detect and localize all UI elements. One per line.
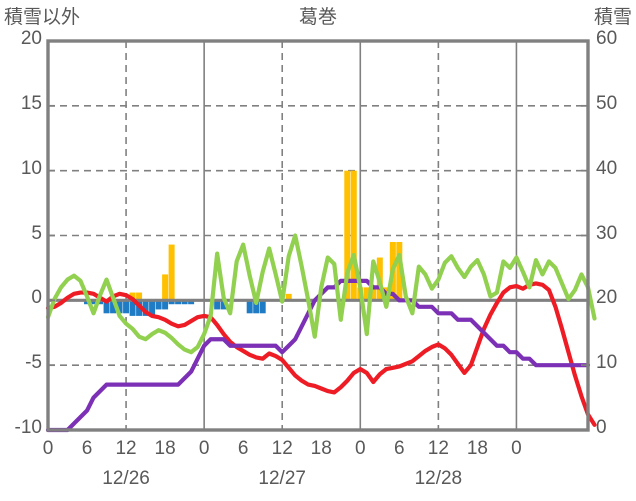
bar [97,300,104,305]
bar [350,170,357,301]
x-tick-label: 18 [154,438,176,459]
bar [285,293,292,301]
bar [162,274,169,301]
y-tick-label-left: -10 [14,417,42,438]
wind-line [45,233,597,355]
x-tick-label: 0 [42,438,54,459]
y-tick-label-left: 15 [20,92,42,114]
day-label: 12/27 [258,468,306,489]
y-tick-label-right: 10 [596,352,618,374]
bar [344,170,351,301]
bar [103,300,110,314]
bar [116,300,123,314]
bar [168,300,175,305]
x-tick-label: 12 [115,438,137,459]
y-tick-label-right: 50 [596,92,618,114]
bar [142,300,149,316]
bar [155,300,162,310]
snowfall-bars [84,300,266,316]
bar [90,300,97,305]
bar [188,300,195,305]
bar [136,292,143,301]
bar [110,300,117,314]
left-axis-title: 積雪以外 [4,7,81,28]
day-label: 12/28 [414,468,463,489]
bar [162,300,169,310]
bar [123,300,130,314]
bar [259,300,266,314]
x-tick-label: 12 [427,438,449,459]
y-tick-label-left: 20 [20,28,42,49]
x-tick-label: 6 [237,438,249,459]
y-tick-label-left: 5 [31,222,42,244]
bar [129,292,136,301]
y-tick-label-right: 40 [596,157,618,179]
bar [396,241,403,301]
bar [181,300,188,305]
x-tick-label: 18 [310,438,332,459]
bar [363,287,370,301]
bar [149,300,156,316]
x-tick-label: 0 [198,438,210,459]
bar [175,300,182,305]
y-tick-label-right: 30 [596,222,618,244]
y-tick-label-left: 0 [31,287,42,309]
y-tick-label-right: 0 [596,417,607,438]
bar [84,300,91,305]
y-tick-label-right: 60 [596,28,618,49]
x-tick-label: 0 [511,438,522,459]
bar [168,244,175,301]
y-tick-label-right: 20 [596,287,618,309]
bar [220,300,227,310]
y-tick-label-left: -5 [25,352,42,374]
x-tick-label: 6 [394,438,405,459]
temperature-line [45,281,597,427]
bar [370,287,377,301]
bar [246,300,253,314]
bar [129,300,136,316]
bar [253,300,260,314]
day-label: 12/26 [102,468,150,489]
right-axis-title: 積雪 [593,7,632,28]
chart-title: 葛巻 [298,7,337,28]
bar [214,300,221,310]
y-tick-label-left: 10 [20,157,42,179]
x-tick-label: 18 [466,438,488,459]
x-tick-label: 12 [271,438,293,459]
x-tick-label: 6 [81,438,93,459]
x-tick-label: 0 [354,438,366,459]
